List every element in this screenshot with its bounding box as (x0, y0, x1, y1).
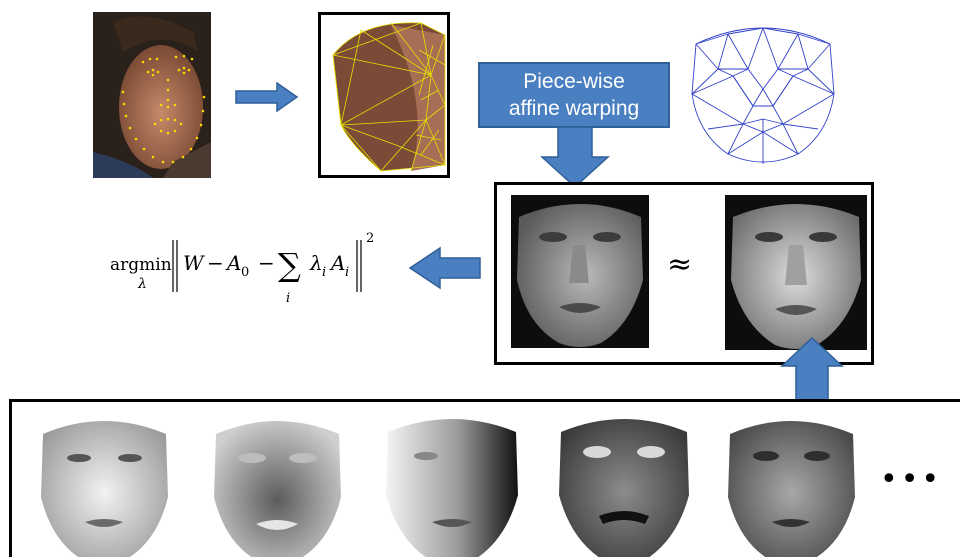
argmin-subscript: λ (137, 276, 147, 292)
triangulated-face-box (318, 12, 450, 178)
formula-sum-index: i (286, 291, 290, 306)
formula-a-i: A (329, 251, 345, 275)
formula-minus-2: − (258, 251, 275, 275)
landmark-points (121, 54, 206, 164)
yellow-mesh-face (332, 22, 446, 172)
reconstructed-face-image (725, 195, 867, 350)
more-basis-ellipsis: ••• (880, 462, 943, 497)
formula-lambda-sub: i (322, 265, 326, 280)
formula-w: W (183, 251, 205, 275)
arrow-left-formula (408, 246, 481, 290)
formula-a-sub: 0 (241, 265, 249, 280)
mesh-lines (332, 22, 446, 172)
input-face-photo (93, 12, 211, 178)
basis-face-4 (728, 421, 855, 557)
formula-a: A (225, 251, 241, 275)
formula-exponent: 2 (366, 231, 374, 246)
approx-symbol: ≈ (667, 247, 693, 282)
basis-face-2 (386, 419, 518, 557)
formula-a-i-sub: i (345, 265, 349, 280)
formula-lambda: λ (309, 251, 323, 275)
callout-line-1: Piece-wise (523, 70, 625, 93)
basis-face-mean (41, 421, 168, 557)
optimization-formula: argmin λ W − A 0 − ∑ i λ i A i 2 (110, 222, 410, 312)
basis-face-1 (214, 421, 341, 557)
warped-face-image (511, 195, 649, 348)
arrow-up-basis (780, 336, 844, 403)
argmin-operator: argmin (110, 255, 172, 275)
blue-mean-mesh (691, 27, 835, 164)
comparison-box: ≈ (494, 182, 874, 365)
warping-callout: Piece-wise affine warping (478, 62, 670, 128)
appearance-basis-box: ••• (9, 399, 960, 557)
basis-face-3 (559, 419, 689, 557)
arrow-down-callout (540, 127, 610, 189)
arrow-right-1 (235, 82, 299, 112)
formula-sum: ∑ (278, 246, 301, 284)
landmarked-face (93, 12, 211, 178)
callout-line-2: affine warping (508, 97, 640, 120)
formula-minus-1: − (207, 251, 224, 275)
